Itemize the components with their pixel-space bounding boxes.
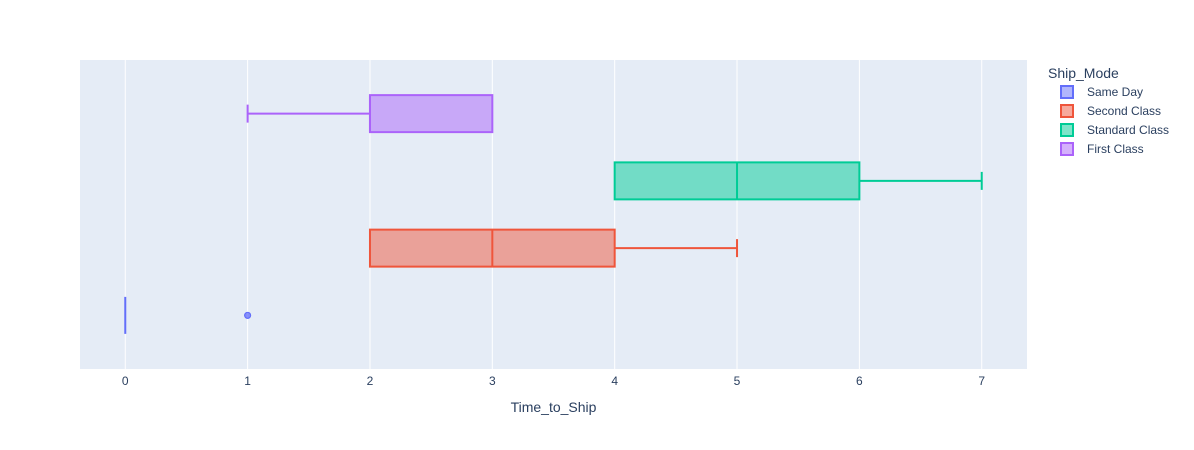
box-second-class [368,228,739,268]
x-tick-label-3: 3 [489,374,496,388]
legend-label-second-class: Second Class [1087,104,1161,118]
x-tick-label-0: 0 [122,374,129,388]
x-tick-labels: 0 1 2 3 4 5 6 7 [122,374,985,388]
x-axis-title: Time_to_Ship [511,399,597,415]
legend-swatch-second-class [1060,104,1074,118]
x-tick-label-2: 2 [367,374,374,388]
legend-title: Ship_Mode [1048,65,1119,81]
box-first-class [246,94,494,134]
x-tick-label-6: 6 [856,374,863,388]
plot-area [80,60,1027,369]
legend-swatch-same-day [1060,85,1074,99]
box-standard-class [613,161,983,201]
box-series-layer [124,94,983,334]
legend-swatch-standard-class [1060,123,1074,137]
outlier-point-same-day-1 [244,311,252,319]
x-tick-label-1: 1 [244,374,251,388]
legend[interactable]: Ship_Mode Same Day Second Class Standard C… [1048,65,1169,156]
legend-label-standard-class: Standard Class [1087,123,1169,137]
x-tick-label-4: 4 [611,374,618,388]
legend-item-second-class[interactable]: Second Class [1060,104,1161,118]
x-tick-label-7: 7 [978,374,985,388]
legend-swatch-first-class [1060,142,1074,156]
x-tick-label-5: 5 [734,374,741,388]
box-iqr-first-class [368,94,494,134]
legend-label-first-class: First Class [1087,142,1144,156]
legend-item-first-class[interactable]: First Class [1060,142,1144,156]
legend-item-same-day[interactable]: Same Day [1060,85,1143,99]
legend-item-standard-class[interactable]: Standard Class [1060,123,1169,137]
box-same-day [124,296,252,334]
legend-label-same-day: Same Day [1087,85,1143,99]
